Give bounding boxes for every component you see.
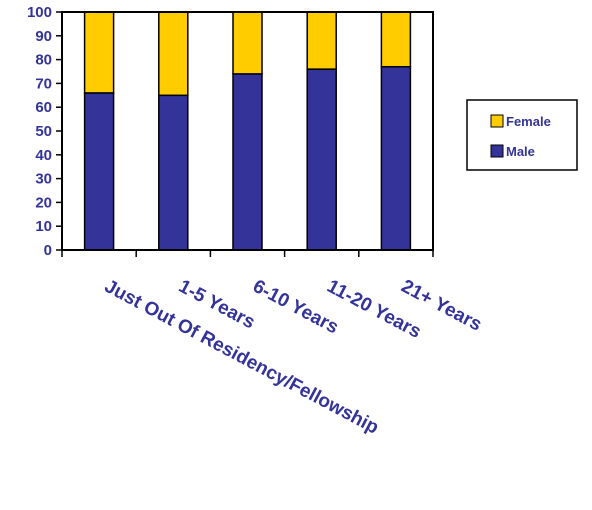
y-tick-label-9: 90: [35, 28, 52, 45]
axes-layer: [56, 11, 434, 257]
y-tick-label-2: 20: [35, 194, 52, 211]
bar-female-1: [158, 11, 189, 97]
y-tick-label-1: 10: [35, 218, 52, 235]
legend-box: [466, 99, 578, 171]
y-tick-label-3: 30: [35, 171, 52, 188]
y-tick-label-5: 50: [35, 123, 52, 140]
legend: Female Male: [466, 99, 578, 171]
y-tick-label-10: 100: [27, 4, 52, 21]
y-tick-label-4: 40: [35, 147, 52, 164]
bar-female-2: [232, 11, 263, 75]
legend-swatch-male: [490, 144, 504, 158]
bar-male-3: [306, 68, 337, 251]
bar-male-0: [83, 92, 115, 251]
bar-male-4: [380, 65, 412, 251]
y-tick-label-0: 0: [44, 242, 52, 259]
bar-male-2: [232, 73, 263, 251]
legend-label-male: Male: [506, 144, 535, 159]
bar-male-1: [158, 94, 189, 251]
legend-swatch-female: [490, 114, 504, 128]
bars-layer: [83, 11, 412, 251]
y-tick-labels: 0 10 20 30 40 50 60 70 80 90 100: [27, 4, 52, 259]
legend-label-female: Female: [506, 114, 551, 129]
y-tick-label-7: 70: [35, 75, 52, 92]
bar-female-0: [83, 11, 115, 94]
bar-female-4: [380, 11, 412, 68]
bar-female-3: [306, 11, 337, 70]
y-tick-label-8: 80: [35, 52, 52, 69]
y-tick-label-6: 60: [35, 99, 52, 116]
